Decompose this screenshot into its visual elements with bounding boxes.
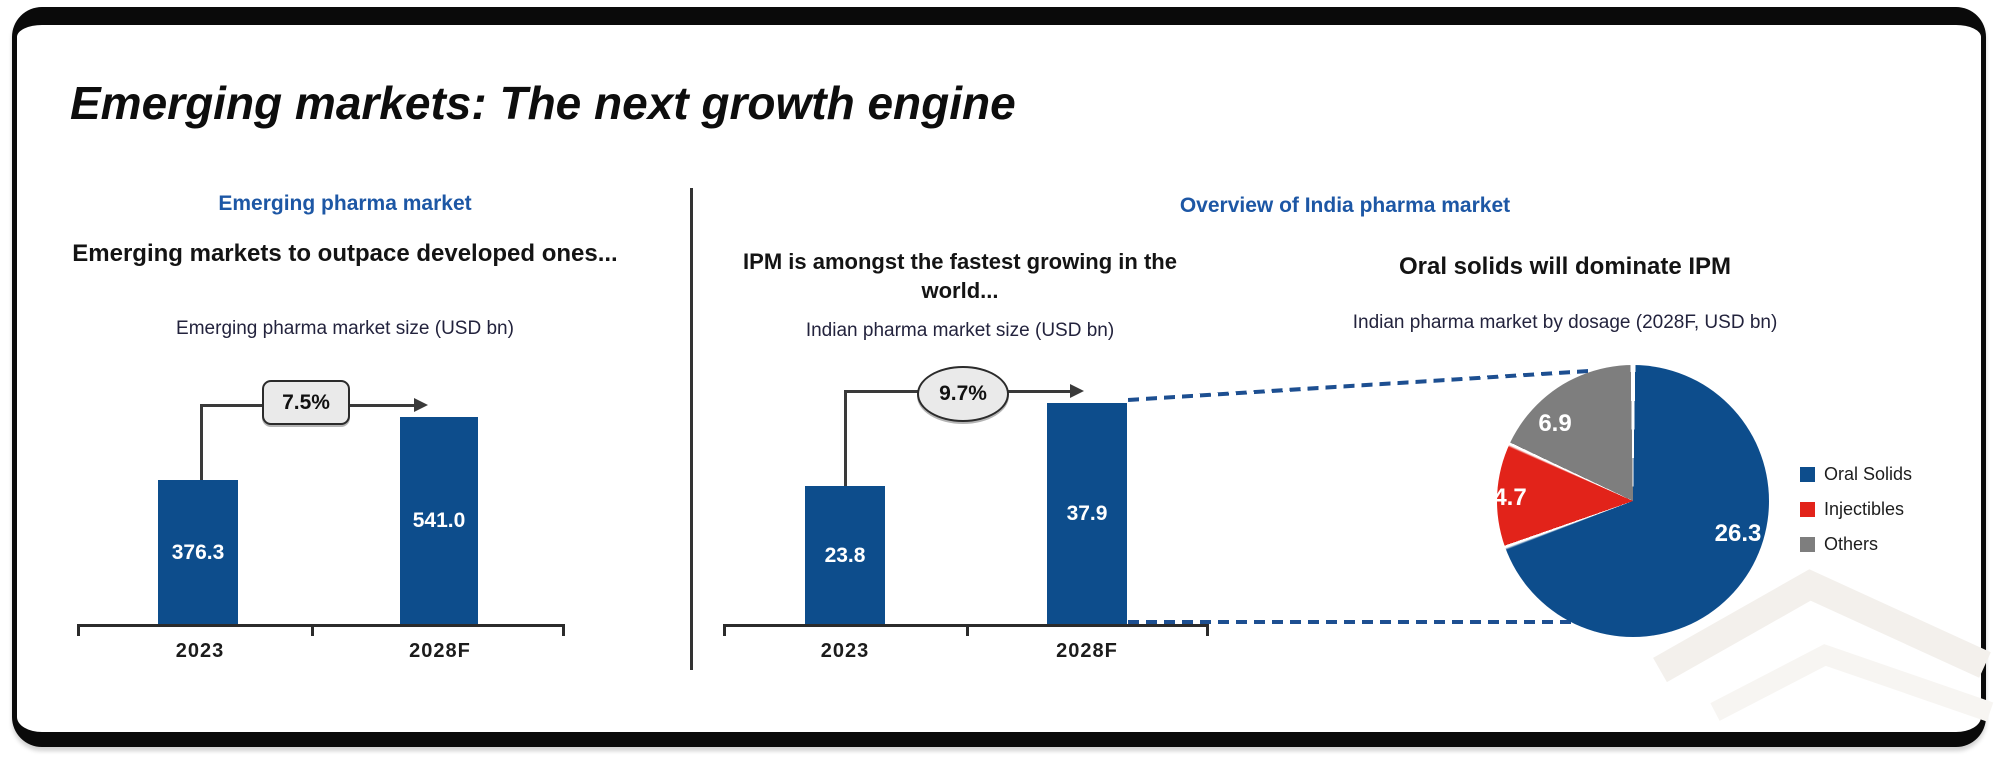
ipm-bar-2023-value: 23.8 <box>824 543 866 567</box>
ipm-bar-chart: 23.8 37.9 <box>723 395 1207 625</box>
left-panel-subheading: Emerging markets to outpace developed on… <box>72 240 618 267</box>
left-axis-tick <box>562 626 565 636</box>
ipm-axis-tick <box>723 626 726 636</box>
pie-legend: Oral Solids Injectibles Others <box>1800 464 1912 569</box>
left-axis-tick <box>77 626 80 636</box>
legend-swatch-injectibles-icon <box>1800 502 1815 517</box>
left-bar-chart: 376.3 541.0 <box>77 400 565 625</box>
pie-label-injectibles: 4.7 <box>1493 484 1527 511</box>
ipm-cagr-arrowhead-icon <box>1070 384 1084 398</box>
ipm-chart-title: Indian pharma market size (USD bn) <box>805 320 1115 341</box>
ipm-axis-tick <box>966 626 969 636</box>
slide-title: Emerging markets: The next growth engine <box>70 77 1016 129</box>
left-bar-2023: 376.3 <box>158 480 238 625</box>
ipm-subheading: IPM is amongst the fastest growing in th… <box>743 249 1177 303</box>
dosage-pie-chart <box>1497 365 1769 637</box>
ipm-bar-2028f-value: 37.9 <box>1066 502 1108 525</box>
ipm-bar-2028f: 37.9 <box>1047 403 1127 625</box>
ipm-x-axis <box>723 624 1209 636</box>
left-growth-annotation: 7.5% <box>262 380 350 425</box>
legend-item-others: Others <box>1800 534 1912 555</box>
ipm-growth-annotation: 9.7% <box>917 366 1009 422</box>
left-axis-label-2023: 2023 <box>175 640 225 662</box>
pie-subheading: Oral solids will dominate IPM <box>1398 253 1732 280</box>
ipm-axis-tick <box>1206 626 1209 636</box>
left-axis-tick <box>311 626 314 636</box>
right-panel-heading: Overview of India pharma market <box>1179 194 1511 217</box>
pie-label-oral-solids: 26.3 <box>1714 520 1762 547</box>
watermark-chevron <box>1653 569 1994 722</box>
left-panel-heading: Emerging pharma market <box>218 192 472 215</box>
legend-item-oral-solids: Oral Solids <box>1800 464 1912 485</box>
left-chart-title: Emerging pharma market size (USD bn) <box>176 318 514 339</box>
left-axis-label-2028f: 2028F <box>409 640 471 662</box>
projection-dashed-line-bottom <box>1128 620 1584 624</box>
legend-label-others: Others <box>1824 534 1879 554</box>
legend-swatch-oral-solids-icon <box>1800 467 1815 482</box>
legend-item-injectibles: Injectibles <box>1800 499 1912 520</box>
ipm-bar-2023: 23.8 <box>805 486 885 625</box>
ipm-cagr-connector-vertical <box>844 391 847 487</box>
section-divider <box>690 188 693 670</box>
left-x-axis <box>77 624 565 636</box>
left-bar-2028f: 541.0 <box>400 417 478 625</box>
legend-label-injectibles: Injectibles <box>1824 499 1905 519</box>
left-cagr-arrowhead-icon <box>414 398 428 412</box>
legend-swatch-others-icon <box>1800 537 1815 552</box>
left-bar-2028f-value: 541.0 <box>412 509 466 532</box>
pie-label-others: 6.9 <box>1538 410 1572 437</box>
ipm-axis-label-2028f: 2028F <box>1056 640 1118 662</box>
pie-chart-title: Indian pharma market by dosage (2028F, U… <box>1352 312 1778 333</box>
left-bar-2023-value: 376.3 <box>171 540 225 564</box>
legend-label-oral-solids: Oral Solids <box>1824 464 1913 484</box>
left-cagr-connector-vertical <box>200 405 203 482</box>
ipm-axis-label-2023: 2023 <box>820 640 870 662</box>
